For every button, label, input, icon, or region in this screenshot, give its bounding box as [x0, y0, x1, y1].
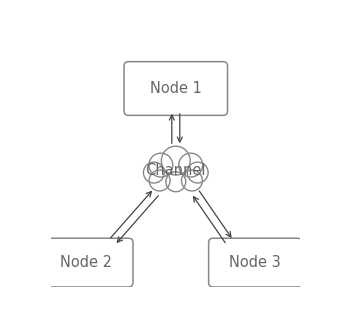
Circle shape [149, 153, 173, 177]
FancyBboxPatch shape [209, 238, 302, 287]
FancyBboxPatch shape [124, 62, 227, 115]
Text: Node 2: Node 2 [60, 255, 112, 270]
Circle shape [181, 170, 202, 191]
Circle shape [143, 162, 164, 183]
Text: Node 1: Node 1 [150, 81, 202, 96]
Text: Node 3: Node 3 [229, 255, 281, 270]
Circle shape [166, 172, 186, 192]
Text: Channel: Channel [145, 163, 206, 178]
Circle shape [179, 153, 203, 177]
FancyBboxPatch shape [39, 238, 133, 287]
Circle shape [149, 170, 170, 191]
Circle shape [161, 146, 190, 175]
Circle shape [187, 162, 208, 183]
